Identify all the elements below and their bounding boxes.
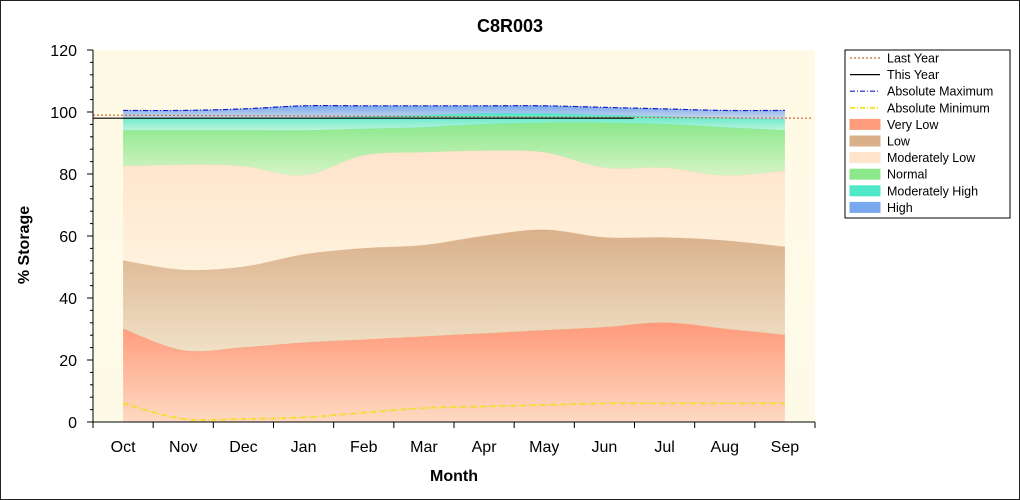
legend-swatch-band bbox=[849, 135, 881, 147]
y-tick-label: 40 bbox=[59, 291, 77, 308]
legend-item-low: Low bbox=[849, 135, 911, 149]
band-normal bbox=[123, 122, 785, 176]
legend-label: Moderately High bbox=[887, 184, 978, 198]
y-axis-label: % Storage bbox=[16, 206, 33, 284]
y-tick-label: 80 bbox=[59, 167, 77, 184]
legend-item-normal: Normal bbox=[849, 168, 927, 182]
x-tick-label: Dec bbox=[229, 439, 257, 456]
legend-items: Last Year This Year Absolute Maximum Absolu… bbox=[849, 52, 993, 215]
series-line-last-year bbox=[92, 114, 814, 119]
y-tick-label: 120 bbox=[50, 43, 77, 60]
x-tick-label: Jun bbox=[592, 439, 618, 456]
legend-label: Very Low bbox=[887, 118, 939, 132]
x-axis-ticks: Oct Nov Dec Jan Feb Mar Apr May Jun Jul Aug Sep bbox=[92, 422, 816, 456]
line-layer bbox=[92, 104, 814, 422]
legend: Last Year This Year Absolute Maximum Absolu… bbox=[844, 49, 1011, 219]
legend-label: Low bbox=[887, 135, 911, 149]
band-edge-very-low bbox=[122, 322, 785, 353]
legend-label: Absolute Minimum bbox=[887, 101, 990, 115]
band-moderately-low bbox=[123, 150, 785, 271]
band-very-low bbox=[123, 322, 785, 422]
x-tick-label: Feb bbox=[350, 439, 378, 456]
x-axis-label: Month bbox=[430, 468, 478, 485]
legend-item-absolute-minimum: Absolute Minimum bbox=[850, 101, 990, 115]
y-tick-label: 100 bbox=[50, 105, 77, 122]
x-tick-label: Nov bbox=[169, 439, 197, 456]
legend-item-moderately-high: Moderately High bbox=[849, 184, 978, 198]
x-tick-label: Jul bbox=[654, 439, 674, 456]
legend-label: Moderately Low bbox=[887, 151, 976, 165]
legend-item-moderately-low: Moderately Low bbox=[849, 151, 976, 165]
legend-label: High bbox=[887, 201, 913, 215]
legend-label: This Year bbox=[887, 68, 939, 82]
band-layer bbox=[122, 105, 785, 422]
legend-swatch-band bbox=[849, 185, 881, 197]
legend-item-very-low: Very Low bbox=[849, 118, 939, 132]
y-tick-label: 60 bbox=[59, 229, 77, 246]
legend-swatch-band bbox=[849, 118, 881, 130]
x-tick-label: Mar bbox=[410, 439, 438, 456]
band-high bbox=[123, 105, 785, 120]
y-axis-ticks: 0 20 40 60 80 100 120 bbox=[50, 43, 93, 432]
x-tick-label: Aug bbox=[711, 439, 739, 456]
legend-item-high: High bbox=[849, 201, 913, 215]
band-low bbox=[123, 229, 785, 352]
legend-swatch-band bbox=[849, 201, 881, 213]
legend-item-last-year: Last Year bbox=[850, 52, 939, 66]
series-line-absolute-maximum bbox=[123, 104, 785, 112]
x-tick-label: Sep bbox=[771, 439, 800, 456]
plot-area: 0 20 40 60 80 100 120 Oct Nov Dec Jan Feb Mar Apr May… bbox=[50, 43, 816, 456]
legend-label: Absolute Maximum bbox=[887, 85, 993, 99]
chart-title: C8R003 bbox=[477, 16, 543, 36]
x-tick-label: Apr bbox=[472, 439, 498, 456]
legend-item-absolute-maximum: Absolute Maximum bbox=[850, 85, 993, 99]
x-tick-label: Jan bbox=[291, 439, 317, 456]
legend-swatch-band bbox=[849, 152, 881, 164]
y-tick-label: 0 bbox=[68, 415, 77, 432]
x-tick-label: May bbox=[529, 439, 559, 456]
legend-label: Normal bbox=[887, 168, 927, 182]
legend-label: Last Year bbox=[887, 52, 939, 66]
legend-item-this-year: This Year bbox=[850, 68, 939, 82]
y-tick-label: 20 bbox=[59, 353, 77, 370]
x-tick-label: Oct bbox=[111, 439, 136, 456]
band-edge-moderately-low bbox=[123, 150, 785, 177]
series-line-absolute-minimum bbox=[122, 402, 785, 422]
legend-swatch-band bbox=[849, 168, 881, 180]
